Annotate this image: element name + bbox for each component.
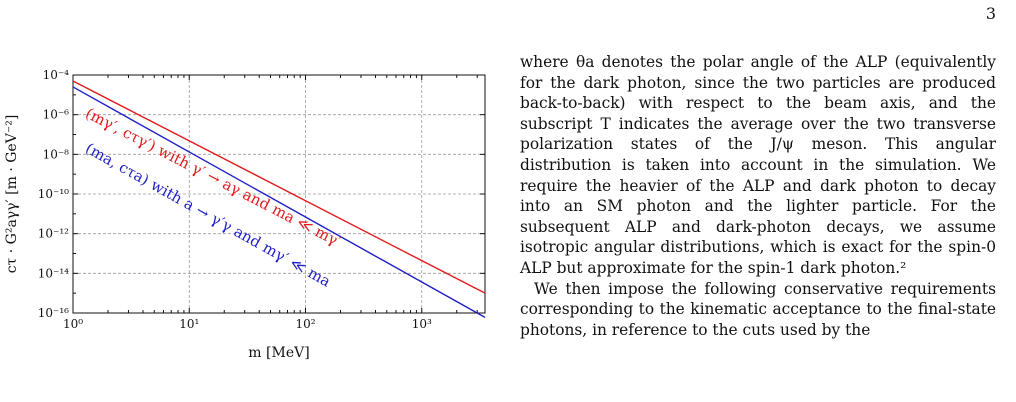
- y-tick-label: 10⁻⁸: [43, 147, 70, 161]
- paragraph-2: We then impose the following conservativ…: [520, 279, 996, 339]
- x-tick-label: 10³: [412, 317, 432, 331]
- x-tick-label: 10⁰: [63, 317, 83, 331]
- y-axis-label: cτ · G²aγγ′ [m · GeV⁻²]: [4, 115, 20, 274]
- x-axis-label: m [MeV]: [248, 345, 309, 361]
- x-tick-label: 10²: [295, 317, 315, 331]
- series-line-0: [72, 80, 486, 294]
- chart-series: [72, 80, 486, 319]
- chart-grid: [72, 74, 485, 314]
- y-tick-label: 10⁻⁴: [43, 68, 70, 82]
- x-tick-label: 10¹: [179, 317, 199, 331]
- y-tick-label: 10⁻¹⁰: [38, 187, 69, 201]
- y-tick-label: 10⁻⁶: [43, 108, 70, 122]
- body-text: where θa denotes the polar angle of the …: [520, 52, 996, 340]
- y-tick-label: 10⁻¹⁴: [38, 266, 69, 280]
- lifetime-coupling-chart: (mγ′, cτγ′) with γ′ → aγ and ma ≪ mγ′(ma…: [4, 68, 486, 361]
- page-number: 3: [985, 4, 996, 23]
- series-line-1: [72, 86, 486, 319]
- y-tick-label: 10⁻¹⁶: [38, 306, 69, 320]
- paragraph-1: where θa denotes the polar angle of the …: [520, 53, 996, 277]
- x-axis-ticks: 10⁰ 10¹ 10² 10³: [63, 75, 478, 331]
- y-axis-ticks: 10⁻⁴ 10⁻⁶ 10⁻⁸ 10⁻¹⁰ 10⁻¹² 10⁻¹⁴ 10⁻¹⁶: [38, 68, 485, 320]
- y-tick-label: 10⁻¹²: [38, 227, 69, 241]
